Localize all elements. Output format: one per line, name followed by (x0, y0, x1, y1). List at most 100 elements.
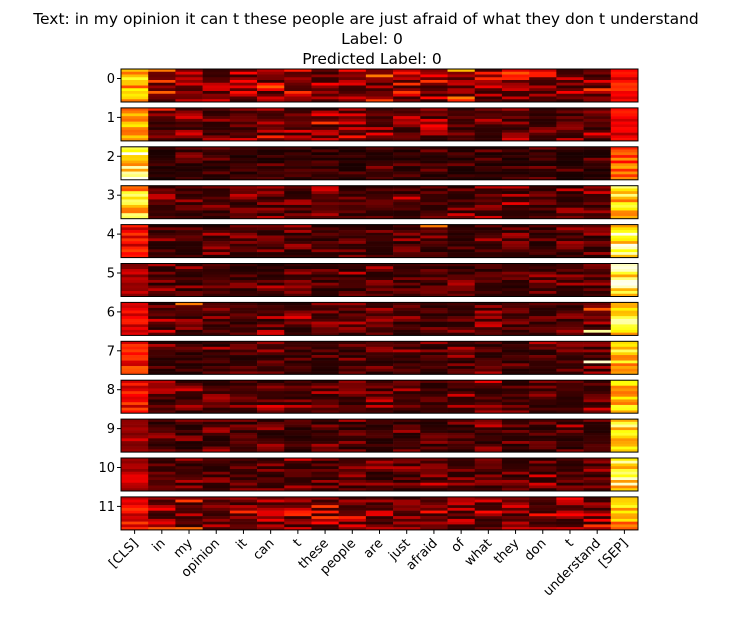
heat-cell (229, 488, 258, 492)
heat-cell (529, 288, 557, 292)
heat-cell (284, 138, 312, 142)
heat-cell (175, 215, 203, 219)
heat-cell (338, 271, 367, 275)
heat-cell (175, 293, 203, 297)
heat-cell (447, 291, 476, 295)
heat-cell (284, 446, 312, 450)
heat-cell (175, 393, 203, 397)
heat-cell (501, 430, 530, 434)
heat-cell (610, 321, 639, 325)
heat-cell (447, 252, 476, 256)
heat-cell (556, 382, 584, 386)
heat-cell (610, 427, 639, 431)
heat-cell (121, 329, 149, 333)
heat-cell (202, 230, 231, 234)
heat-cell (474, 443, 503, 447)
heat-cell (121, 80, 149, 84)
heat-cell (257, 293, 285, 297)
heat-cell (447, 174, 476, 178)
heat-cell (393, 174, 421, 178)
heat-cell (529, 488, 557, 492)
heat-cell (474, 513, 503, 517)
heat-cell (474, 174, 503, 178)
heat-cell (447, 518, 476, 522)
heat-cell (202, 366, 231, 370)
heat-cell (365, 471, 394, 475)
heat-cell (311, 271, 339, 275)
heat-cell (447, 163, 476, 167)
heat-cell (447, 82, 476, 86)
heat-cell (556, 305, 584, 309)
heat-cell (556, 230, 584, 234)
heat-cell (148, 254, 176, 258)
heat-cell (175, 110, 203, 114)
heat-cell (338, 160, 367, 164)
heat-cell (474, 135, 503, 139)
heat-cell (148, 355, 176, 359)
heat-cell (420, 177, 448, 181)
heat-cell (202, 346, 231, 350)
heat-cell (393, 116, 421, 120)
heat-cell (121, 458, 149, 462)
heat-cell (311, 321, 339, 325)
heat-cell (365, 213, 394, 217)
heat-cell (420, 527, 448, 531)
heat-cell (529, 510, 557, 514)
heat-cell (420, 513, 448, 517)
panel-frame (120, 185, 639, 220)
heat-cell (501, 318, 530, 322)
heat-cell (229, 204, 258, 208)
heat-cell (610, 344, 639, 348)
heat-cell (556, 302, 584, 306)
heat-cell (529, 199, 557, 203)
heat-cell (365, 121, 394, 125)
heat-cell (338, 404, 367, 408)
heat-cell (610, 107, 639, 111)
heat-cell (284, 163, 312, 167)
heat-cell (529, 399, 557, 403)
heat-cell (229, 146, 258, 150)
heat-cell (529, 482, 557, 486)
heat-cell (338, 149, 367, 153)
heat-cell (148, 449, 176, 453)
heat-cell (175, 193, 203, 197)
heat-cell (365, 477, 394, 481)
heat-cell (311, 163, 339, 167)
heat-cell (365, 305, 394, 309)
heat-cell (420, 171, 448, 175)
heat-cell (202, 502, 231, 506)
heat-cell (148, 441, 176, 445)
heat-cell (338, 388, 367, 392)
heat-cell (474, 274, 503, 278)
heat-cell (610, 127, 639, 131)
heat-cell (311, 210, 339, 214)
heat-cell (610, 480, 639, 484)
heat-cell (393, 99, 421, 103)
heat-cell (175, 446, 203, 450)
heat-cell (311, 432, 339, 436)
heat-cell (610, 177, 639, 181)
heat-cell (583, 480, 612, 484)
heat-cell (610, 269, 639, 273)
heat-cell (583, 252, 612, 256)
heat-cell (202, 252, 231, 256)
heat-cell (365, 355, 394, 359)
heat-cell (148, 341, 176, 345)
heat-cell (583, 82, 612, 86)
heat-cell (338, 424, 367, 428)
heat-cell (393, 113, 421, 117)
heat-cell (474, 393, 503, 397)
heat-cell (610, 160, 639, 164)
heat-cell (202, 99, 231, 103)
heat-cell (420, 163, 448, 167)
heat-cell (393, 371, 421, 375)
heat-cell (447, 458, 476, 462)
heat-cell (175, 341, 203, 345)
heat-cell (284, 477, 312, 481)
heat-cell (311, 107, 339, 111)
heat-cell (556, 502, 584, 506)
heat-cell (284, 410, 312, 414)
heat-cell (501, 146, 530, 150)
heat-cell (365, 85, 394, 89)
heat-cell (257, 469, 285, 473)
